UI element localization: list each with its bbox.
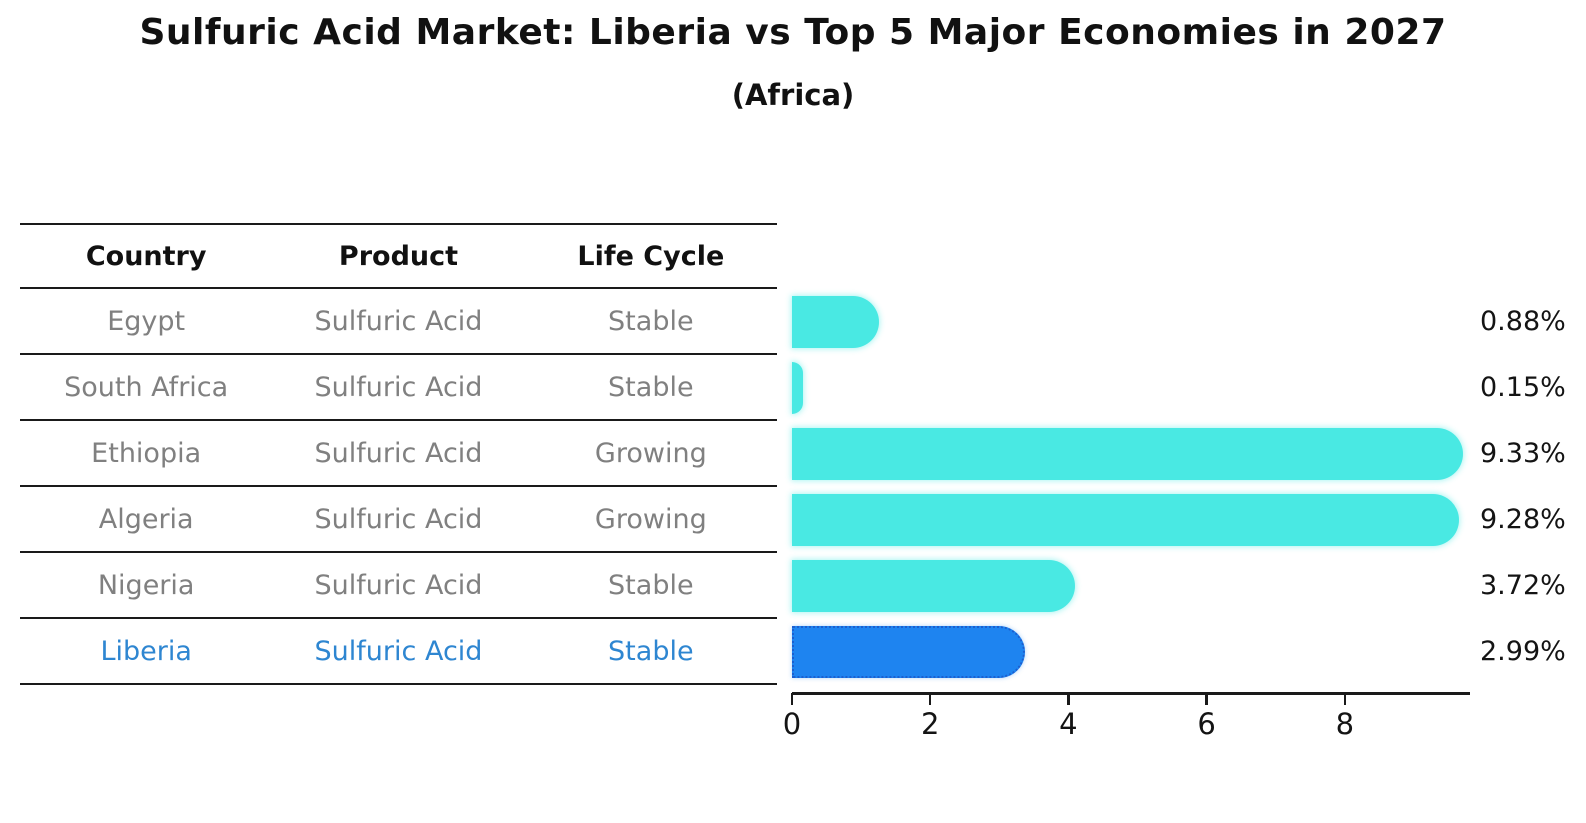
table-row-egypt: Egypt Sulfuric Acid Stable bbox=[20, 289, 777, 355]
x-axis-tick-label: 6 bbox=[1197, 707, 1216, 741]
cell-product: Sulfuric Acid bbox=[314, 437, 483, 469]
x-axis-tick-label: 4 bbox=[1059, 707, 1078, 741]
table-row-liberia: Liberia Sulfuric Acid Stable bbox=[20, 619, 777, 685]
cell-country: Egypt bbox=[107, 305, 186, 337]
table-row-south-africa: South Africa Sulfuric Acid Stable bbox=[20, 355, 777, 421]
value-label-ethiopia: 9.33% bbox=[1480, 438, 1566, 469]
cell-country: Nigeria bbox=[97, 569, 195, 601]
table-header-row: Country Product Life Cycle bbox=[20, 223, 777, 289]
value-label-egypt: 0.88% bbox=[1480, 306, 1566, 337]
bar-south-africa bbox=[792, 362, 804, 414]
column-header-life-cycle: Life Cycle bbox=[577, 240, 725, 272]
bar-nigeria bbox=[792, 560, 1076, 612]
chart-subtitle: (Africa) bbox=[731, 78, 855, 112]
value-label-south-africa: 0.15% bbox=[1480, 372, 1566, 403]
cell-life-cycle: Stable bbox=[608, 569, 694, 601]
x-axis-tick bbox=[1205, 693, 1208, 705]
cell-life-cycle: Stable bbox=[608, 635, 694, 667]
x-axis-tick bbox=[790, 693, 794, 705]
column-header-product: Product bbox=[338, 240, 459, 272]
value-label-algeria: 9.28% bbox=[1480, 504, 1566, 535]
x-axis-tick bbox=[1343, 693, 1347, 705]
cell-life-cycle: Stable bbox=[608, 305, 694, 337]
value-label-nigeria: 3.72% bbox=[1480, 570, 1566, 601]
x-axis-tick-label: 0 bbox=[782, 707, 802, 741]
cell-product: Sulfuric Acid bbox=[314, 569, 483, 601]
x-axis-tick bbox=[928, 693, 932, 705]
cell-life-cycle: Growing bbox=[594, 437, 707, 469]
x-axis-line bbox=[792, 692, 1470, 695]
cell-life-cycle: Stable bbox=[608, 371, 694, 403]
cell-product: Sulfuric Acid bbox=[314, 635, 483, 667]
cell-product: Sulfuric Acid bbox=[314, 305, 483, 337]
cell-product: Sulfuric Acid bbox=[314, 503, 483, 535]
bar-egypt bbox=[792, 296, 879, 348]
table-row-algeria: Algeria Sulfuric Acid Growing bbox=[20, 487, 777, 553]
value-label-liberia: 2.99% bbox=[1480, 636, 1566, 667]
bar-ethiopia bbox=[792, 428, 1463, 480]
chart-title: Sulfuric Acid Market: Liberia vs Top 5 M… bbox=[139, 12, 1447, 53]
table-row-ethiopia: Ethiopia Sulfuric Acid Growing bbox=[20, 421, 777, 487]
x-axis-tick-label: 8 bbox=[1335, 707, 1355, 741]
x-axis-tick bbox=[1067, 693, 1070, 705]
cell-country: South Africa bbox=[64, 371, 229, 403]
cell-product: Sulfuric Acid bbox=[314, 371, 483, 403]
cell-country: Algeria bbox=[98, 503, 194, 535]
bar-algeria bbox=[792, 494, 1460, 546]
cell-country: Ethiopia bbox=[91, 437, 202, 469]
country-table: Country Product Life Cycle Egypt Sulfuri… bbox=[20, 223, 777, 685]
cell-country: Liberia bbox=[100, 635, 192, 667]
table-row-nigeria: Nigeria Sulfuric Acid Stable bbox=[20, 553, 777, 619]
column-header-country: Country bbox=[85, 240, 207, 272]
cell-life-cycle: Growing bbox=[594, 503, 707, 535]
x-axis-tick-label: 2 bbox=[920, 707, 940, 741]
bar-liberia bbox=[792, 626, 1025, 678]
